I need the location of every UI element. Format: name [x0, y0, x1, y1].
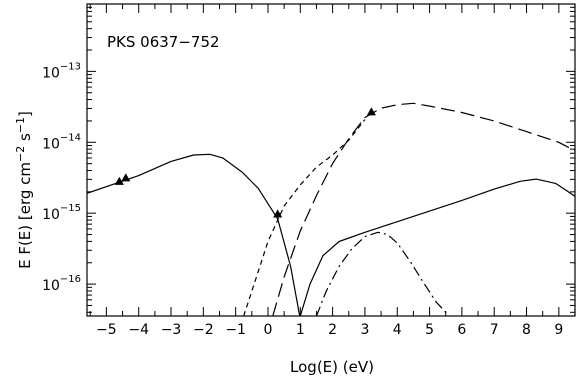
- x-tick-label: 5: [425, 322, 434, 338]
- x-tick-label: 3: [360, 322, 369, 338]
- data-markers: [114, 107, 376, 218]
- x-tick-label: −1: [225, 322, 246, 338]
- x-tick-label: −4: [128, 322, 149, 338]
- series-line-solid-2: [299, 178, 575, 316]
- y-axis-label: E F(E) [erg cm−2 s−1]: [14, 111, 34, 269]
- series-line-dash-dot-5: [315, 231, 450, 316]
- x-tick-label: 7: [490, 322, 499, 338]
- x-tick-label: 0: [264, 322, 273, 338]
- y-tick-exp: −16: [60, 274, 81, 285]
- triangle-marker: [114, 176, 124, 185]
- x-tick-label: 6: [457, 322, 466, 338]
- y-tick-label: 10−13: [42, 61, 81, 81]
- y-tick-base: 10: [42, 207, 60, 223]
- series-line-long-dash-4: [272, 102, 575, 316]
- series-line-short-dash-3: [243, 119, 366, 316]
- y-axis-label-mid: s: [16, 133, 34, 146]
- x-tick-label: −5: [96, 322, 117, 338]
- y-tick-base: 10: [42, 136, 60, 152]
- y-tick-label: 10−14: [42, 132, 81, 152]
- chart-title: PKS 0637−752: [107, 33, 220, 51]
- x-axis-label: Log(E) (eV): [290, 358, 374, 376]
- y-tick-label: 10−15: [42, 203, 81, 223]
- y-axis-label-exp2: −1: [14, 117, 27, 133]
- triangle-marker: [273, 209, 283, 218]
- series-group: [87, 102, 575, 316]
- triangle-marker: [366, 107, 376, 116]
- series-line-solid-1: [87, 153, 301, 316]
- y-tick-base: 10: [42, 65, 60, 81]
- triangle-marker: [121, 173, 131, 182]
- y-tick-base: 10: [42, 278, 60, 294]
- y-tick-label: 10−16: [42, 274, 81, 294]
- y-tick-exp: −14: [60, 132, 81, 143]
- y-axis-label-main: E F(E) [erg cm: [16, 162, 34, 269]
- x-tick-label: 9: [554, 322, 563, 338]
- x-tick-label: 8: [522, 322, 531, 338]
- y-tick-exp: −15: [60, 203, 81, 214]
- x-tick-label: 2: [328, 322, 337, 338]
- y-axis-label-exp1: −2: [14, 146, 27, 162]
- y-tick-exp: −13: [60, 61, 81, 72]
- plot-frame: [86, 3, 576, 317]
- x-tick-label: −3: [161, 322, 182, 338]
- x-tick-label: 4: [393, 322, 402, 338]
- x-tick-label: 1: [296, 322, 305, 338]
- x-tick-label: −2: [193, 322, 214, 338]
- axis-ticks: [87, 4, 576, 316]
- y-axis-label-end: ]: [16, 111, 34, 117]
